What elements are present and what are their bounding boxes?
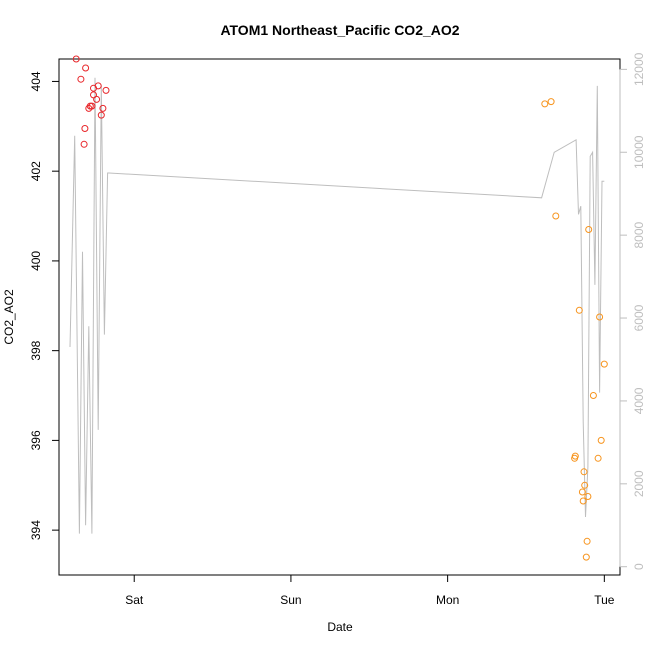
data-point-s2-18	[597, 436, 605, 444]
data-point-s2-12	[583, 537, 591, 545]
points-layer	[72, 55, 608, 561]
x-axis-label: Date	[327, 620, 353, 634]
y2-tick-label: 10000	[632, 135, 646, 169]
y2-tick-label: 12000	[632, 52, 646, 86]
data-point-s1-1	[72, 55, 80, 63]
y2-tick-label: 8000	[632, 221, 646, 248]
data-point-s2-6	[575, 306, 583, 314]
y2-tick-label: 0	[632, 563, 646, 570]
data-point-s1-4	[80, 140, 88, 148]
data-point-s2-11	[582, 553, 590, 561]
data-point-s2-2	[547, 98, 555, 106]
data-point-s2-9	[580, 468, 588, 476]
x-tick-label: Tue	[594, 593, 615, 607]
data-point-s2-15	[589, 392, 597, 399]
y-tick-label: 398	[29, 340, 43, 360]
altitude-layer	[69, 77, 605, 534]
data-point-s2-5	[571, 452, 579, 460]
data-point-s1-15	[102, 86, 110, 94]
data-point-s2-7	[578, 488, 586, 496]
data-point-s2-13	[584, 493, 592, 500]
x-tick-label: Mon	[436, 593, 459, 607]
x-axis: Sat Sun Mon Tue	[125, 574, 615, 607]
data-point-s1-14	[99, 104, 107, 112]
y2-tick-label: 4000	[632, 387, 646, 414]
x-tick-label: Sat	[125, 593, 144, 607]
y2-tick-label: 2000	[632, 470, 646, 497]
chart-title: ATOM1 Northeast_Pacific CO2_AO2	[220, 22, 459, 38]
altitude-line	[69, 77, 605, 534]
y-axis-label: CO2_AO2	[2, 289, 16, 345]
data-point-s2-16	[594, 454, 602, 462]
y-tick-label: 394	[29, 520, 43, 540]
y2-axis-altitude: 0 2000 4000 6000 8000 10000 12000	[619, 52, 646, 570]
data-point-s1-13	[97, 111, 105, 119]
data-point-s2-3	[552, 212, 560, 220]
data-point-s1-12	[94, 82, 102, 90]
data-point-s1-2	[77, 75, 85, 83]
plot-area	[58, 58, 621, 576]
data-point-s2-1	[541, 100, 549, 108]
data-point-s1-11	[93, 95, 101, 103]
y-axis: 394 396 398 400 402 404	[29, 71, 60, 540]
y-tick-label: 402	[29, 161, 43, 181]
data-point-s1-8	[88, 102, 96, 110]
data-point-s2-19	[600, 360, 608, 368]
data-point-s1-5	[81, 125, 89, 132]
data-point-s2-14	[585, 226, 593, 233]
y-tick-label: 396	[29, 430, 43, 450]
x-tick-label: Sun	[280, 593, 301, 607]
data-point-s2-8	[579, 497, 587, 505]
y-tick-label: 400	[29, 251, 43, 271]
data-point-s2-10	[581, 481, 589, 489]
y2-tick-label: 6000	[632, 304, 646, 331]
y-tick-label: 404	[29, 71, 43, 91]
data-point-s2-17	[596, 313, 604, 321]
data-point-s1-3	[82, 64, 90, 72]
